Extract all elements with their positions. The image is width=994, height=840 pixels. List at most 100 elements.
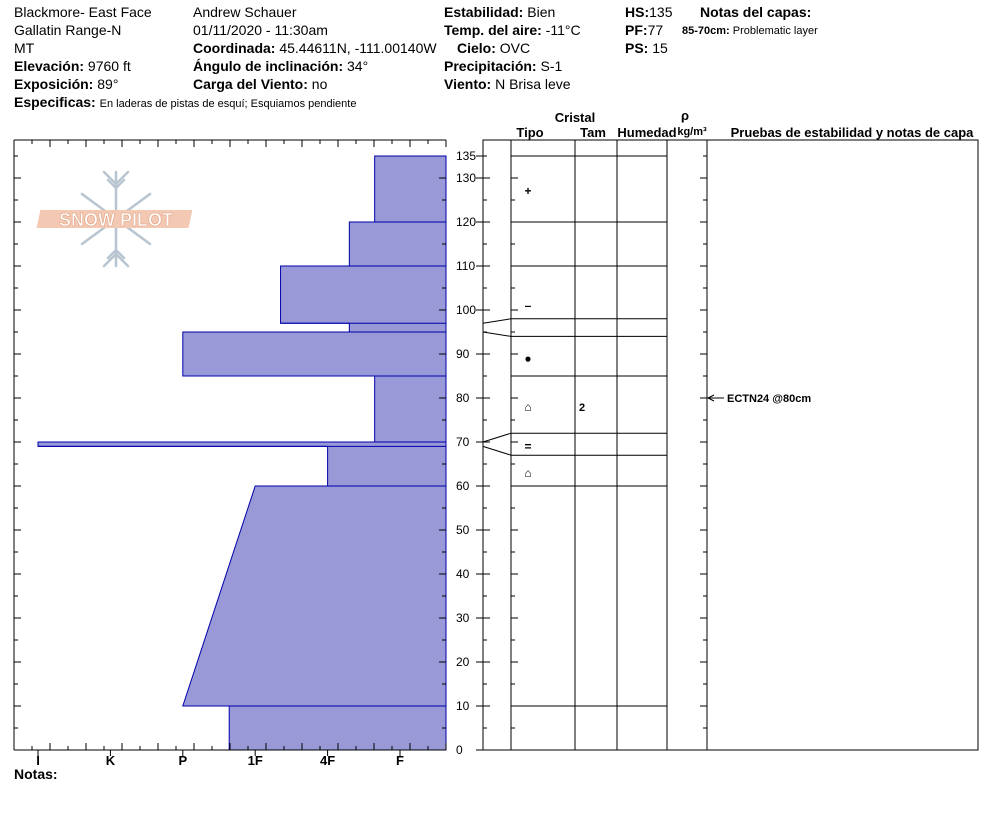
- sky-value: OVC: [499, 40, 531, 56]
- hardness-axis-labels: I K P 1F 4F F: [36, 750, 404, 768]
- specifics: Especificas: En laderas de pistas de esq…: [14, 94, 356, 112]
- depth-label-135: 135: [456, 149, 476, 163]
- depth-label-50: 50: [456, 523, 470, 537]
- hs: HS:135: [625, 4, 672, 20]
- layer-note-text: Problematic layer: [732, 25, 818, 37]
- slope-value: 34°: [347, 58, 369, 74]
- coordinate: Coordinada: 45.44611N, -111.00140W: [193, 40, 437, 56]
- air-temp-value: -11°C: [545, 22, 581, 38]
- slope-angle: Ángulo de inclinación: 34°: [193, 58, 368, 74]
- pf-value: 77: [647, 22, 664, 38]
- depth-label-130: 130: [456, 171, 476, 185]
- hs-value: 135: [649, 4, 673, 20]
- wind-load: Carga del Viento: no: [193, 76, 327, 92]
- depth-axis-labels: 0 10 20 30 40 50 60 70 80 90 100 110 120 130 135: [456, 149, 483, 757]
- ps-label: PS:: [625, 40, 649, 56]
- pf: PF:77: [625, 22, 663, 38]
- test-label: ECTN24 @80cm: [727, 393, 811, 405]
- layer-notes-title: Notas del capas:: [700, 4, 812, 20]
- crystal-symbol: ●: [524, 351, 531, 365]
- depth-label-30: 30: [456, 611, 470, 625]
- ps-value: 15: [652, 40, 668, 56]
- depth-label-110: 110: [456, 259, 475, 273]
- specifics-label: Especificas:: [14, 94, 96, 110]
- slope-label: Ángulo de inclinación:: [193, 58, 344, 74]
- stability-value: Bien: [527, 4, 556, 20]
- crystal-symbol: +: [524, 184, 531, 198]
- crystal-symbols: + – ● ⌂ 2 = ⌂: [524, 184, 585, 480]
- observer: Andrew Schauer: [193, 4, 297, 20]
- elevation: Elevación: 9760 ft: [14, 58, 131, 74]
- hardness-tick-I: I: [36, 753, 40, 768]
- layer-note-range: 85-70cm:: [682, 25, 730, 37]
- sky: Cielo: OVC: [457, 40, 530, 56]
- sky-label: Cielo:: [457, 40, 496, 56]
- wind-load-value: no: [311, 76, 328, 92]
- test-arrow-head: [706, 394, 715, 402]
- hs-label: HS:: [625, 4, 650, 20]
- aspect-value: 89°: [97, 76, 119, 92]
- depth-label-120: 120: [456, 215, 476, 229]
- hardness-tick-P: P: [178, 753, 187, 768]
- hardness-tick-K: K: [106, 753, 116, 768]
- crystal-symbol: ⌂: [524, 466, 531, 480]
- ps: PS: 15: [625, 40, 668, 56]
- depth-label-100: 100: [456, 303, 476, 317]
- pf-label: PF:: [625, 22, 648, 38]
- hardness-tick-4F: 4F: [320, 753, 335, 768]
- coord-value: 45.44611N, -111.00140W: [279, 40, 437, 56]
- wind: Viento: N Brisa leve: [444, 76, 571, 92]
- crystal-symbol: =: [524, 439, 531, 453]
- air-temp: Temp. del aire: -11°C: [444, 22, 581, 38]
- state: MT: [14, 40, 35, 56]
- elevation-value: 9760 ft: [87, 58, 131, 74]
- hardness-tick-F: F: [396, 753, 404, 768]
- table-ticks: [483, 155, 707, 751]
- header-size: Tam: [580, 125, 606, 140]
- layer-table: [482, 139, 979, 751]
- wind-load-label: Carga del Viento:: [193, 76, 308, 92]
- header-tests: Pruebas de estabilidad y notas de capa: [731, 125, 975, 140]
- precipitation: Precipitación: S-1: [444, 58, 562, 74]
- specifics-value: En laderas de pistas de esquí; Esquiamos…: [99, 98, 357, 110]
- aspect: Exposición: 89°: [14, 76, 118, 92]
- layer-connector: [482, 318, 512, 324]
- coord-label: Coordinada:: [193, 40, 276, 56]
- precip-value: S-1: [540, 58, 563, 74]
- depth-label-60: 60: [456, 479, 470, 493]
- datetime: 01/11/2020 - 11:30am: [193, 22, 328, 38]
- elevation-label: Elevación:: [14, 58, 85, 74]
- notes-label: Notas:: [14, 766, 58, 782]
- aspect-label: Exposición:: [14, 76, 94, 92]
- snowpilot-logo: SNOW PILOT: [36, 170, 193, 268]
- layer-boundaries: [482, 155, 667, 707]
- header-type: Tipo: [516, 125, 543, 140]
- stability: Estabilidad: Bien: [444, 4, 555, 20]
- depth-label-90: 90: [456, 347, 470, 361]
- precip-label: Precipitación:: [444, 58, 537, 74]
- layer-connector: [482, 445, 512, 456]
- depth-label-0: 0: [456, 743, 463, 757]
- header-density-unit: kg/m³: [677, 126, 707, 138]
- depth-label-20: 20: [456, 655, 470, 669]
- location: Blackmore- East Face: [14, 4, 152, 20]
- wind-value: N Brisa leve: [495, 76, 571, 92]
- depth-label-10: 10: [456, 699, 470, 713]
- hardness-tick-1F: 1F: [248, 753, 263, 768]
- stability-label: Estabilidad:: [444, 4, 524, 20]
- layer-note: 85-70cm: Problematic layer: [682, 23, 818, 39]
- crystal-symbol: ⌂: [524, 400, 531, 414]
- logo-text: SNOW PILOT: [59, 210, 173, 230]
- depth-label-40: 40: [456, 567, 470, 581]
- header-crystal: Cristal: [555, 110, 595, 125]
- header-moisture: Humedad: [617, 125, 676, 140]
- crystal-symbol: –: [525, 299, 532, 313]
- range: Gallatin Range-N: [14, 22, 122, 38]
- header-rho: ρ: [681, 108, 689, 123]
- layer-connector: [482, 432, 512, 443]
- layer-connector: [482, 331, 512, 337]
- air-temp-label: Temp. del aire:: [444, 22, 542, 38]
- depth-label-70: 70: [456, 435, 470, 449]
- wind-label: Viento:: [444, 76, 492, 92]
